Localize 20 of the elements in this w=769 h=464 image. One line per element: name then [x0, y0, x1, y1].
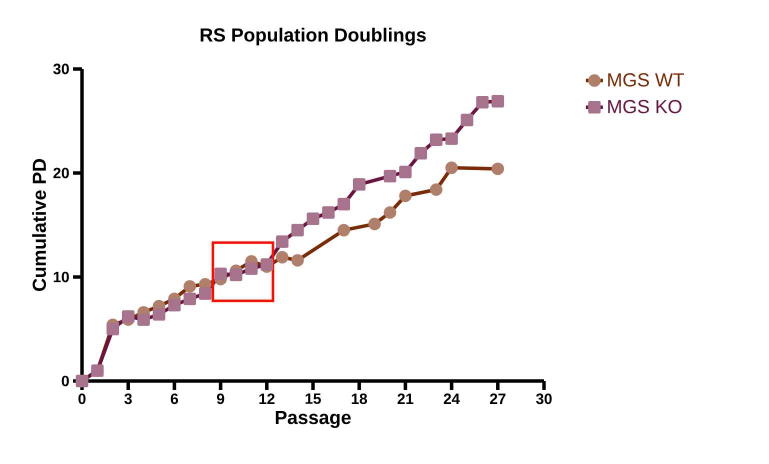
y-axis-title: Cumulative PD — [32, 159, 46, 291]
x-tick-label: 21 — [398, 394, 414, 404]
x-tick-label: 9 — [216, 394, 224, 404]
legend-label: MGS WT — [608, 73, 684, 87]
y-tick-label: 30 — [53, 64, 69, 74]
x-tick-label: 15 — [306, 394, 321, 404]
x-tick-label: 6 — [170, 394, 178, 404]
y-tick-label: 20 — [53, 168, 69, 178]
x-tick-label: 24 — [444, 394, 460, 404]
x-tick-label: 27 — [490, 394, 506, 404]
y-tick-label: 10 — [54, 272, 69, 282]
x-tick-label: 18 — [352, 394, 368, 404]
chart-title: RS Population Doublings — [200, 28, 426, 46]
x-tick-label: 30 — [536, 394, 552, 404]
x-axis-title: Passage — [276, 410, 351, 428]
y-tick-label: 0 — [62, 376, 69, 386]
x-tick-label: 12 — [259, 394, 275, 404]
x-tick-label: 0 — [78, 394, 86, 404]
legend-label: MGS KO — [608, 100, 682, 114]
x-tick-label: 3 — [124, 394, 132, 404]
